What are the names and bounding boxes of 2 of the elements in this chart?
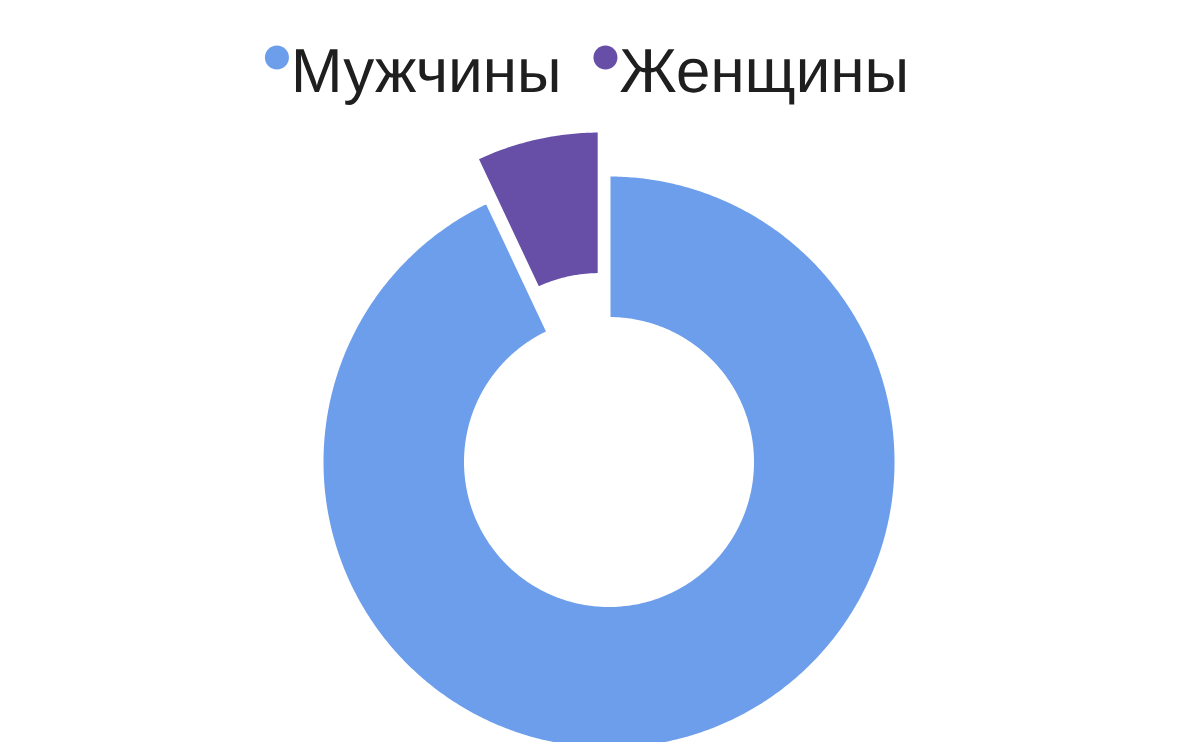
legend-label: Женщины bbox=[620, 49, 905, 105]
legend-label: Мужчины bbox=[295, 49, 558, 105]
